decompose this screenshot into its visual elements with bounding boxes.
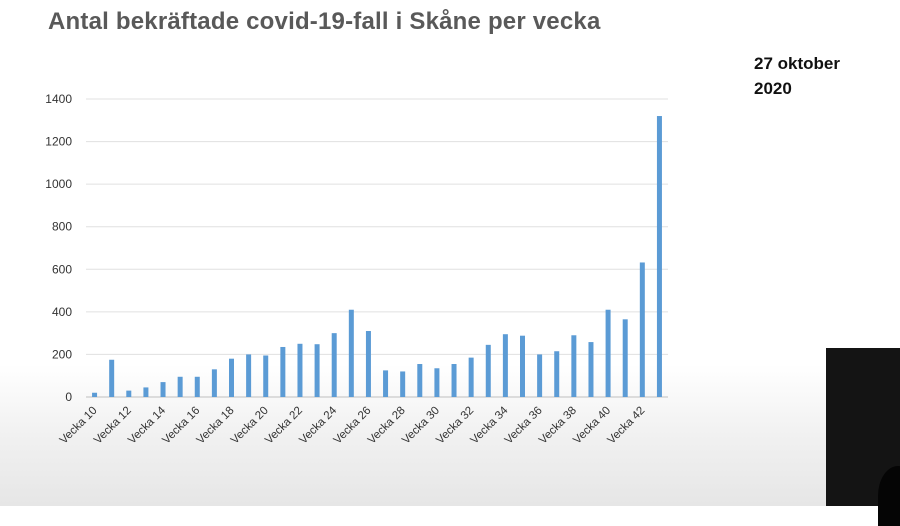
- bar: [656, 116, 662, 398]
- slide-title: Antal bekräftade covid-19-fall i Skåne p…: [48, 8, 601, 35]
- bar: [537, 354, 543, 397]
- y-tick-label: 1000: [45, 177, 72, 191]
- y-tick-label: 200: [52, 347, 72, 361]
- y-tick-label: 1400: [45, 92, 72, 106]
- bar: [211, 369, 217, 397]
- bar: [143, 387, 149, 397]
- bar: [383, 370, 389, 397]
- bar: [92, 392, 98, 397]
- bar: [229, 358, 234, 397]
- bar: [520, 335, 525, 397]
- date-line-2: 2020: [754, 79, 792, 98]
- bar: [280, 346, 286, 397]
- y-tick-label: 600: [52, 262, 72, 276]
- y-tick-label: 800: [52, 220, 72, 234]
- date-line-1: 27 oktober: [754, 54, 840, 73]
- bar: [126, 390, 132, 397]
- bar: [485, 344, 491, 397]
- bar: [639, 262, 645, 397]
- bar: [160, 382, 166, 397]
- bar: [314, 344, 320, 397]
- bar: [468, 357, 474, 397]
- y-tick-label: 1200: [45, 135, 72, 149]
- bar: [297, 343, 303, 397]
- bar: [177, 376, 183, 397]
- bar: [348, 309, 354, 397]
- bar: [263, 355, 269, 397]
- x-tick-label: Vecka 42: [605, 405, 647, 447]
- bar: [605, 309, 611, 397]
- bar: [502, 334, 508, 397]
- slide-date: 27 oktober 2020: [754, 51, 840, 101]
- bar: [571, 335, 577, 397]
- bar: [554, 351, 560, 397]
- y-tick-label: 0: [65, 390, 72, 404]
- presenter-silhouette: [878, 466, 900, 526]
- bar: [434, 368, 440, 397]
- y-tick-label: 400: [52, 305, 72, 319]
- bar: [331, 333, 337, 397]
- bar: [588, 342, 594, 397]
- bar: [417, 364, 423, 397]
- bar: [365, 331, 371, 397]
- bar: [246, 354, 252, 397]
- bar: [194, 376, 200, 397]
- bar: [109, 359, 115, 397]
- bar: [400, 371, 406, 397]
- webcam-video-overlay: [826, 348, 900, 526]
- bar: [622, 319, 628, 397]
- bar: [451, 364, 457, 397]
